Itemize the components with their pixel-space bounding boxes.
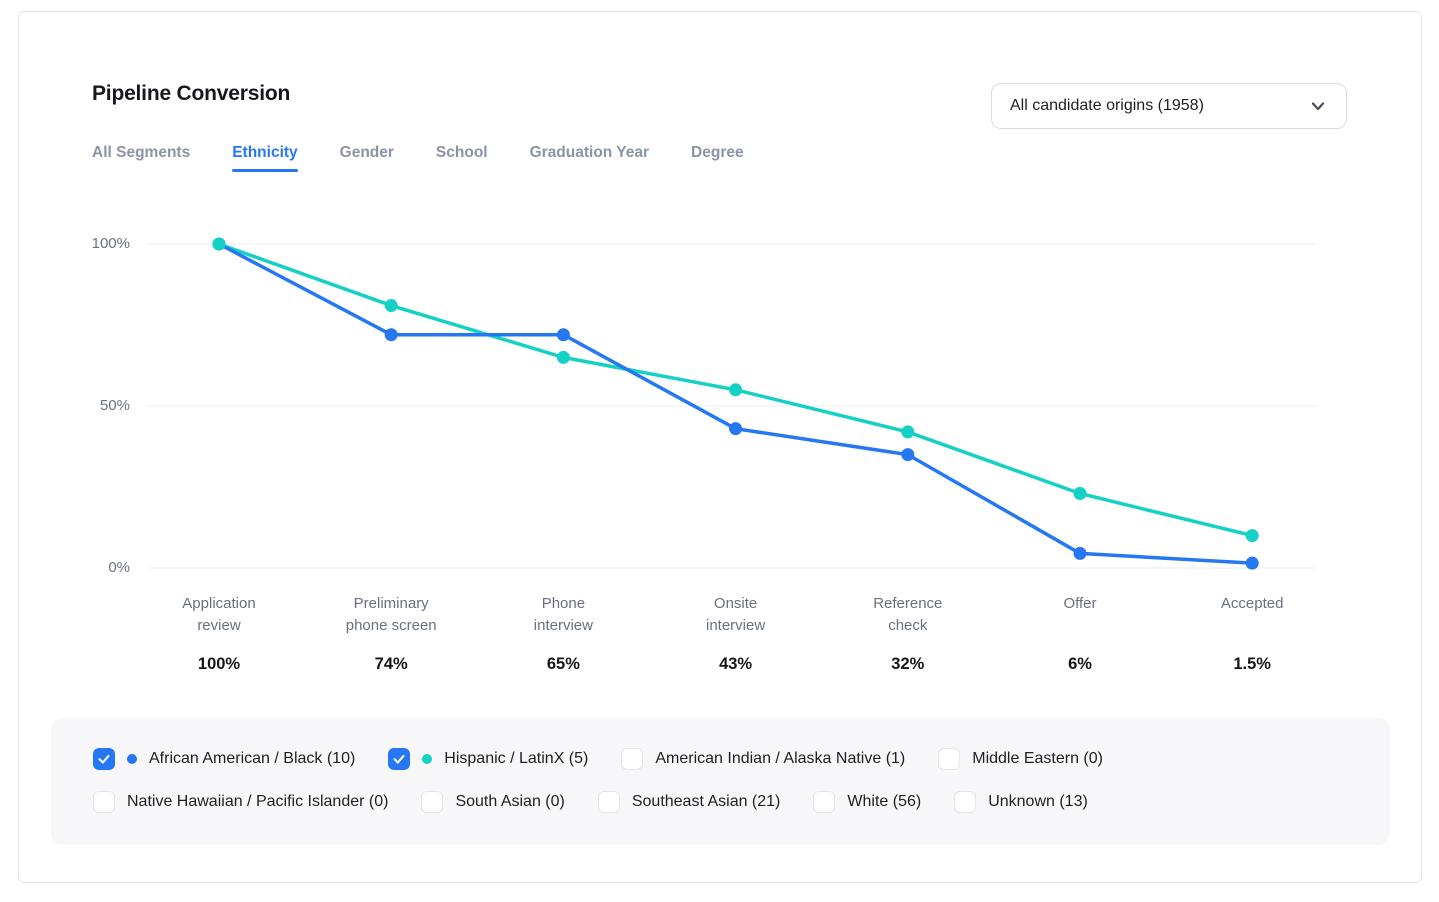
y-tick-label: 0% <box>108 559 130 576</box>
legend-item-white-56[interactable]: White (56) <box>813 791 921 813</box>
stage-label: Application review <box>182 595 256 634</box>
unchecked-checkbox[interactable] <box>938 748 961 770</box>
stage-conversion-value: 6% <box>1068 655 1092 673</box>
legend-item-native-hawaiian-pacific-islander-0[interactable]: Native Hawaiian / Pacific Islander (0) <box>93 791 388 813</box>
stage-label: Onsite interview <box>706 595 766 634</box>
series-line-african-american-black <box>218 242 1253 565</box>
stage-column-application-review: Application review 100% <box>144 593 294 674</box>
tab-gender[interactable]: Gender <box>339 144 394 161</box>
stage-column-accepted: Accepted 1.5% <box>1177 593 1327 674</box>
tab-degree[interactable]: Degree <box>691 144 744 161</box>
legend-label: White (56) <box>847 793 922 810</box>
legend-label: American Indian / Alaska Native (1) <box>655 750 906 767</box>
y-tick-label: 50% <box>99 397 130 414</box>
legend-item-hispanic-latinx-5[interactable]: Hispanic / LatinX (5) <box>388 748 588 770</box>
stage-conversion-value: 65% <box>546 655 580 673</box>
unchecked-checkbox[interactable] <box>597 791 620 813</box>
data-point-hispanic-latinx[interactable] <box>1245 529 1259 543</box>
legend-label: African American / Black (10) <box>149 750 356 767</box>
stage-conversion-value: 32% <box>891 655 925 673</box>
legend-item-african-american-black-10[interactable]: African American / Black (10) <box>93 748 355 770</box>
legend-label: Middle Eastern (0) <box>972 750 1103 767</box>
legend-item-southeast-asian-21[interactable]: Southeast Asian (21) <box>597 791 781 813</box>
data-point-african-american-black[interactable] <box>1073 546 1087 560</box>
stage-column-onsite-interview: Onsite interview 43% <box>661 593 811 674</box>
checkmark-icon <box>393 755 405 764</box>
legend-panel: African American / Black (10) Hispanic / … <box>51 718 1390 845</box>
data-point-hispanic-latinx[interactable] <box>556 350 570 364</box>
stage-conversion-value: 1.5% <box>1233 655 1271 673</box>
stage-conversion-value: 100% <box>197 655 241 673</box>
stage-column-preliminary-phone-screen: Preliminary phone screen 74% <box>316 593 466 674</box>
unchecked-checkbox[interactable] <box>621 748 644 770</box>
pipeline-conversion-card: Pipeline Conversion All candidate origin… <box>18 11 1422 883</box>
tab-school[interactable]: School <box>435 144 488 161</box>
page-title: Pipeline Conversion <box>92 82 291 105</box>
data-point-african-american-black[interactable] <box>901 448 915 462</box>
series-color-dot <box>127 754 137 764</box>
series-color-dot <box>422 754 433 764</box>
legend-row: African American / Black (10) Hispanic / … <box>93 748 1370 770</box>
y-tick-label: 100% <box>91 235 130 252</box>
legend-label: Hispanic / LatinX (5) <box>444 750 589 767</box>
tab-graduation-year[interactable]: Graduation Year <box>529 144 650 161</box>
legend-item-unknown-13[interactable]: Unknown (13) <box>954 791 1088 813</box>
segment-tabs: All Segments Ethnicity Gender School Graduat… <box>92 144 744 172</box>
unchecked-checkbox[interactable] <box>93 791 115 813</box>
stage-label: Phone interview <box>533 595 593 634</box>
legend-item-american-indian-alaska-native-1[interactable]: American Indian / Alaska Native (1) <box>621 748 905 770</box>
data-point-hispanic-latinx[interactable] <box>212 237 226 251</box>
legend-label: Unknown (13) <box>988 793 1088 810</box>
data-point-hispanic-latinx[interactable] <box>384 299 398 313</box>
data-point-african-american-black[interactable] <box>729 422 743 436</box>
legend-row: Native Hawaiian / Pacific Islander (0) So… <box>93 791 1370 813</box>
unchecked-checkbox[interactable] <box>813 791 836 813</box>
data-point-african-american-black[interactable] <box>1245 556 1259 570</box>
data-point-hispanic-latinx[interactable] <box>901 425 915 439</box>
stage-column-phone-interview: Phone interview 65% <box>488 593 638 674</box>
stage-column-reference-check: Reference check 32% <box>833 593 983 674</box>
legend-label: South Asian (0) <box>455 793 565 810</box>
legend-label: Native Hawaiian / Pacific Islander (0) <box>127 793 389 810</box>
tab-all-segments[interactable]: All Segments <box>92 144 191 161</box>
legend-label: Southeast Asian (21) <box>631 793 781 810</box>
stage-conversion-value: 74% <box>374 655 408 673</box>
candidate-origins-dropdown[interactable]: All candidate origins (1958) <box>991 83 1347 129</box>
unchecked-checkbox[interactable] <box>421 791 444 813</box>
pipeline-line-chart <box>148 237 1315 570</box>
stage-label: Accepted <box>1220 595 1284 612</box>
stage-label: Preliminary phone screen <box>345 595 437 634</box>
legend-item-middle-eastern-0[interactable]: Middle Eastern (0) <box>938 748 1103 770</box>
candidate-origins-dropdown-value: All candidate origins (1958) <box>1010 97 1204 114</box>
data-point-african-american-black[interactable] <box>384 328 398 342</box>
stage-label: Offer <box>1063 595 1097 612</box>
data-point-hispanic-latinx[interactable] <box>1073 486 1087 500</box>
stage-label: Reference check <box>873 595 943 634</box>
data-point-african-american-black[interactable] <box>556 328 570 342</box>
stage-conversion-value: 43% <box>719 655 753 673</box>
checked-checkbox[interactable] <box>93 748 115 770</box>
checked-checkbox[interactable] <box>388 748 411 770</box>
data-point-hispanic-latinx[interactable] <box>729 383 743 397</box>
legend-item-south-asian-0[interactable]: South Asian (0) <box>421 791 565 813</box>
tab-ethnicity[interactable]: Ethnicity <box>232 144 299 172</box>
unchecked-checkbox[interactable] <box>954 791 977 813</box>
checkmark-icon <box>98 755 110 764</box>
stage-column-offer: Offer 6% <box>1005 593 1155 674</box>
chevron-down-icon <box>1311 102 1325 111</box>
